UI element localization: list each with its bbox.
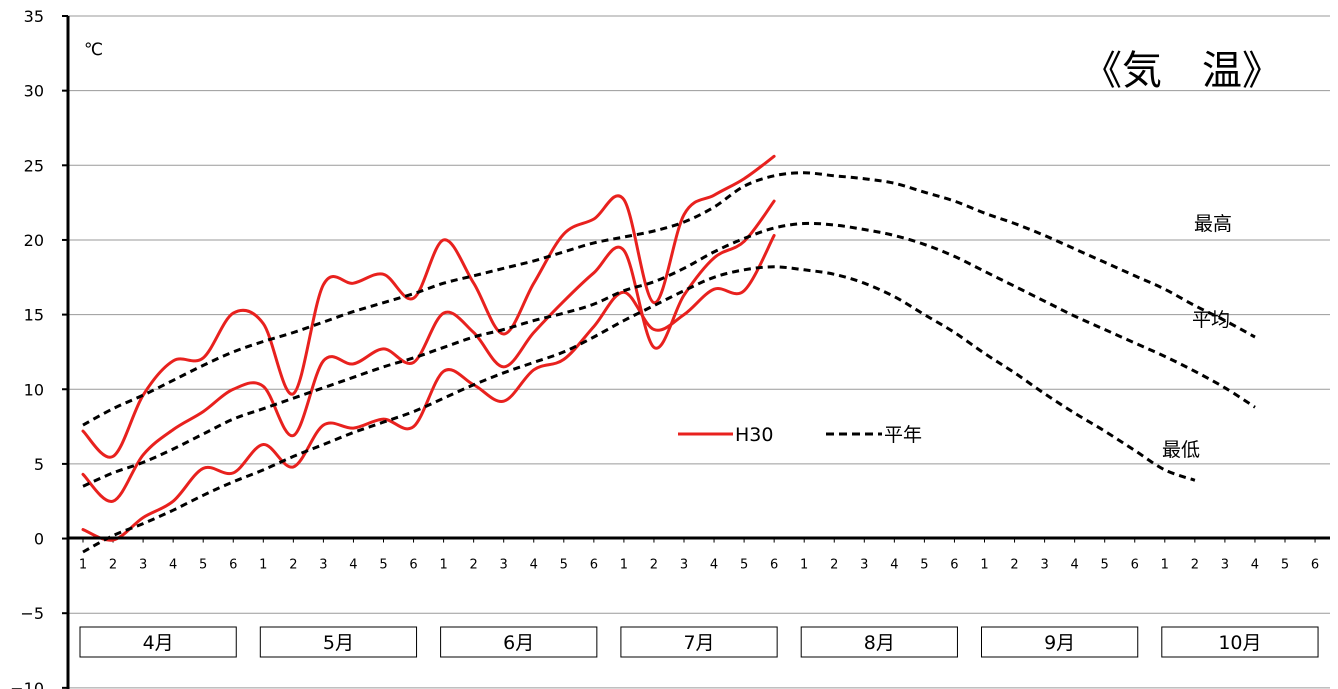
x-tick-label: 1 bbox=[439, 558, 447, 573]
x-tick-label: 2 bbox=[830, 558, 838, 573]
x-tick-label: 3 bbox=[680, 558, 688, 573]
x-tick-label: 3 bbox=[1221, 558, 1229, 573]
x-axis-ticks: 1 2 3 4 5 6 1 2 3 4 5 6 1 2 3 4 5 6 1 2 3 4 5 6 1 2 3 4 5 6 1 2 3 4 5 6 1 2 3 4… bbox=[79, 536, 1319, 573]
x-tick-label: 4 bbox=[1071, 558, 1079, 573]
label-mean: 平均 bbox=[1192, 309, 1230, 331]
x-tick-label: 6 bbox=[1311, 558, 1319, 573]
month-box bbox=[79, 626, 237, 658]
series-line-normal-min bbox=[82, 265, 1196, 554]
series-line-normal-mean bbox=[82, 221, 1256, 488]
x-tick-label: 4 bbox=[169, 558, 177, 573]
month-labels: 4月 5月 6月 7月 8月 9月 10月 bbox=[79, 626, 1319, 658]
month-label: 7月 bbox=[683, 632, 714, 654]
month-box bbox=[800, 626, 958, 658]
x-tick-label: 6 bbox=[950, 558, 958, 573]
x-tick-label: 6 bbox=[229, 558, 237, 573]
x-tick-label: 3 bbox=[139, 558, 147, 573]
month-box bbox=[1161, 626, 1319, 658]
month-label: 5月 bbox=[323, 632, 354, 654]
month-label: 9月 bbox=[1044, 632, 1075, 654]
x-tick-label: 6 bbox=[1131, 558, 1139, 573]
unit-label: ℃ bbox=[84, 40, 103, 60]
month-box bbox=[440, 626, 598, 658]
x-tick-label: 5 bbox=[199, 558, 207, 573]
y-tick-label: 10 bbox=[24, 380, 44, 399]
x-tick-label: 3 bbox=[319, 558, 327, 573]
x-tick-label: 6 bbox=[590, 558, 598, 573]
x-tick-label: 5 bbox=[379, 558, 387, 573]
month-box bbox=[259, 626, 418, 658]
x-tick-label: 2 bbox=[1191, 558, 1199, 573]
x-tick-label: 5 bbox=[740, 558, 748, 573]
x-tick-label: 3 bbox=[860, 558, 868, 573]
x-tick-label: 2 bbox=[650, 558, 658, 573]
x-tick-label: 6 bbox=[409, 558, 417, 573]
y-tick-label: 30 bbox=[24, 82, 44, 101]
x-tick-label: 4 bbox=[710, 558, 718, 573]
month-box bbox=[620, 626, 778, 658]
x-tick-label: 1 bbox=[620, 558, 628, 573]
series-lines bbox=[81, 154, 1256, 554]
y-tick-label: 20 bbox=[24, 231, 44, 250]
x-tick-label: 4 bbox=[530, 558, 538, 573]
x-tick-label: 2 bbox=[470, 558, 478, 573]
x-tick-label: 5 bbox=[1101, 558, 1109, 573]
y-tick-label: 25 bbox=[24, 156, 44, 175]
x-tick-label: 5 bbox=[560, 558, 568, 573]
x-tick-label: 5 bbox=[920, 558, 928, 573]
y-tick-label: 0 bbox=[34, 530, 44, 549]
legend: H30 平年 bbox=[678, 424, 922, 446]
y-tick-label: −5 bbox=[20, 604, 44, 623]
x-tick-label: 5 bbox=[1281, 558, 1289, 573]
month-label: 6月 bbox=[503, 632, 534, 654]
x-tick-label: 1 bbox=[259, 558, 267, 573]
chart-title: 《気 温》 bbox=[1082, 48, 1282, 94]
x-tick-label: 4 bbox=[890, 558, 898, 573]
series-line-h30-mean bbox=[81, 199, 776, 503]
x-tick-label: 2 bbox=[1010, 558, 1018, 573]
x-tick-label: 2 bbox=[109, 558, 117, 573]
label-max: 最高 bbox=[1194, 213, 1232, 235]
series-line-h30-min bbox=[81, 234, 776, 542]
x-tick-label: 1 bbox=[800, 558, 808, 573]
month-label: 10月 bbox=[1218, 632, 1261, 654]
y-tick-label: −10 bbox=[10, 679, 44, 689]
x-tick-label: 3 bbox=[500, 558, 508, 573]
gridlines bbox=[68, 15, 1330, 689]
y-axis-ticks: 35 30 25 20 15 10 5 0 −5 −10 bbox=[10, 7, 68, 689]
y-tick-label: 35 bbox=[24, 7, 44, 26]
legend-h30-label: H30 bbox=[735, 424, 773, 446]
month-box bbox=[981, 626, 1139, 658]
x-tick-label: 3 bbox=[1040, 558, 1048, 573]
x-tick-label: 1 bbox=[980, 558, 988, 573]
month-label: 4月 bbox=[143, 632, 174, 654]
x-tick-label: 1 bbox=[79, 558, 87, 573]
series-line-h30-max bbox=[81, 154, 776, 459]
month-label: 8月 bbox=[864, 632, 895, 654]
y-tick-label: 5 bbox=[34, 455, 44, 474]
x-tick-label: 4 bbox=[349, 558, 357, 573]
x-tick-label: 4 bbox=[1251, 558, 1259, 573]
x-tick-label: 6 bbox=[770, 558, 778, 573]
label-min: 最低 bbox=[1162, 439, 1200, 461]
y-tick-label: 15 bbox=[24, 306, 44, 325]
legend-normal-label: 平年 bbox=[884, 424, 922, 446]
x-tick-label: 2 bbox=[289, 558, 297, 573]
x-tick-label: 1 bbox=[1161, 558, 1169, 573]
series-line-normal-max bbox=[82, 171, 1256, 427]
